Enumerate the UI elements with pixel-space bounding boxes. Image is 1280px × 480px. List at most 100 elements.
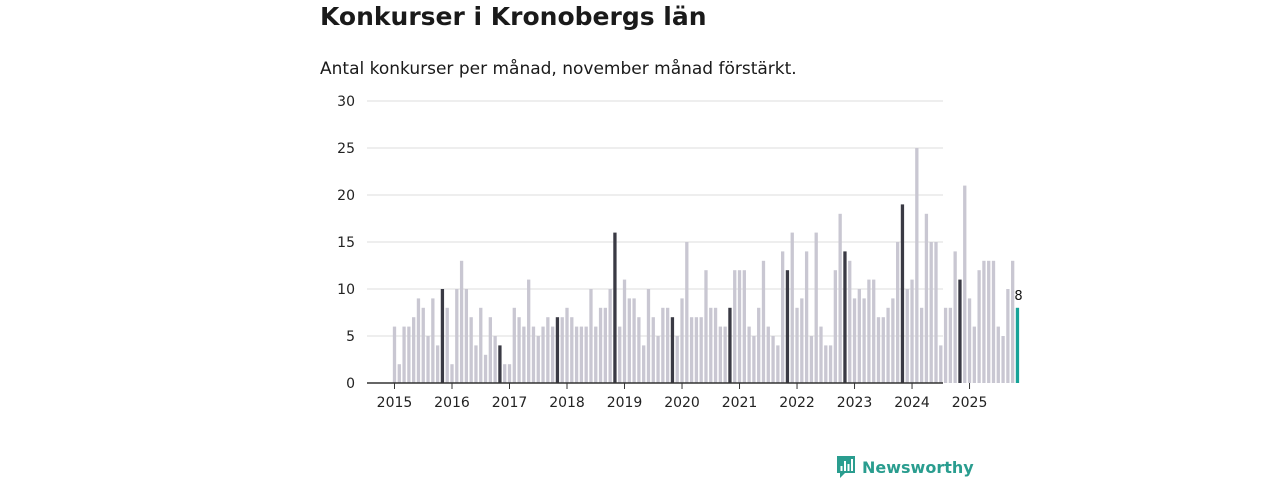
bar <box>646 289 651 383</box>
bar <box>416 298 421 383</box>
brand-name: Newsworthy <box>862 457 974 477</box>
bar <box>464 289 469 383</box>
bar <box>848 260 852 383</box>
bar <box>699 317 703 383</box>
bar <box>455 289 459 383</box>
bar <box>972 326 976 383</box>
bar <box>919 307 924 383</box>
bar <box>939 345 943 383</box>
bar <box>814 232 818 383</box>
bar <box>804 251 809 383</box>
newsworthy-logo: Newsworthy <box>836 455 974 479</box>
bar <box>704 270 708 383</box>
bar <box>996 326 1000 383</box>
bar <box>852 298 857 383</box>
november-bar <box>498 345 502 383</box>
y-tick-label: 20 <box>337 188 355 204</box>
bar <box>546 317 550 383</box>
bar <box>469 317 473 383</box>
bar <box>392 326 397 383</box>
bar <box>536 336 540 383</box>
bar <box>642 345 646 383</box>
x-tick-label: 2018 <box>549 395 585 411</box>
bar <box>967 298 972 383</box>
bar <box>517 317 521 383</box>
bar <box>915 148 919 383</box>
bar <box>651 317 655 383</box>
bar <box>991 260 996 383</box>
x-tick-label: 2019 <box>607 395 643 411</box>
x-tick-label: 2024 <box>894 395 930 411</box>
bar <box>594 326 598 383</box>
bar <box>757 307 761 383</box>
bar <box>857 289 861 383</box>
bar <box>689 317 694 383</box>
chart-title: Konkurser i Kronobergs län <box>320 2 707 31</box>
bar <box>541 326 545 383</box>
bar <box>766 326 770 383</box>
bar <box>709 307 713 383</box>
bar <box>694 317 699 383</box>
bar <box>598 307 603 383</box>
bar <box>608 289 612 383</box>
bar <box>948 307 953 383</box>
bar <box>742 270 746 383</box>
bar <box>723 326 727 383</box>
bar <box>771 336 775 383</box>
bar <box>752 336 756 383</box>
bar <box>819 326 823 383</box>
bar <box>953 251 957 383</box>
chart-subtitle: Antal konkurser per månad, november måna… <box>320 59 797 79</box>
bar-chart-speech-icon <box>837 456 855 478</box>
x-tick-label: 2021 <box>722 395 758 411</box>
bar <box>512 307 516 383</box>
bar <box>627 298 631 383</box>
bar <box>896 242 900 383</box>
y-tick-label: 30 <box>337 94 355 110</box>
bar <box>1006 289 1010 383</box>
bar <box>412 317 416 383</box>
x-tick-label: 2015 <box>377 395 413 411</box>
bar <box>656 336 660 383</box>
bar <box>570 317 574 383</box>
bar <box>737 270 742 383</box>
x-tick-label: 2025 <box>952 395 988 411</box>
november-bar <box>900 204 905 383</box>
bar <box>718 326 723 383</box>
y-tick-label: 10 <box>337 282 355 298</box>
bar <box>661 307 665 383</box>
bar <box>747 326 751 383</box>
bar <box>407 326 411 383</box>
november-bar <box>843 251 847 383</box>
bar <box>507 364 512 383</box>
november-bar <box>440 289 445 383</box>
bar <box>824 345 828 383</box>
bar <box>493 336 497 383</box>
bar <box>685 242 689 383</box>
y-tick-label: 0 <box>346 376 355 392</box>
bar <box>483 354 488 383</box>
bar <box>459 260 464 383</box>
x-tick-label: 2023 <box>837 395 873 411</box>
y-tick-label: 5 <box>346 329 355 345</box>
bar <box>675 336 679 383</box>
bar <box>680 298 684 383</box>
bar <box>790 232 794 383</box>
november-bar <box>613 232 617 383</box>
bar <box>622 279 627 383</box>
y-tick-label: 15 <box>337 235 355 251</box>
bar <box>584 326 588 383</box>
bar <box>431 298 435 383</box>
bar <box>828 345 833 383</box>
bar <box>488 317 492 383</box>
bar <box>402 326 406 383</box>
bar <box>963 185 967 383</box>
bar <box>397 364 401 383</box>
bar <box>924 213 929 383</box>
latest-value-label: 8 <box>1014 289 1022 304</box>
bar <box>527 279 531 383</box>
bar <box>886 307 890 383</box>
bar <box>929 242 933 383</box>
bar <box>579 326 584 383</box>
